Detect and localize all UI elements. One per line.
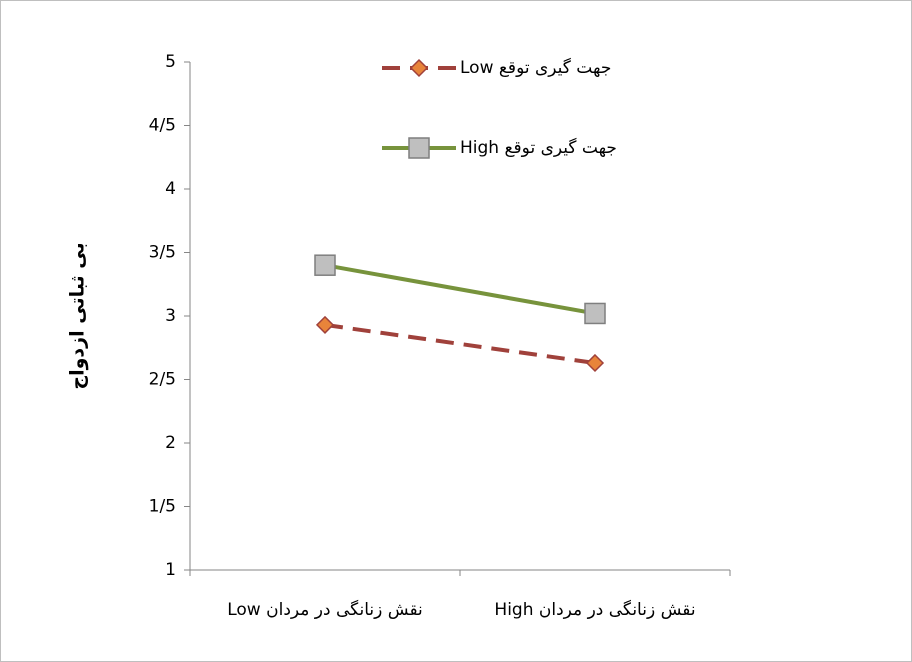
series-line: [324, 322, 596, 365]
y-tick-label: 3: [165, 306, 176, 326]
series-line: [324, 263, 596, 316]
x-tick-label: نقش زنانگی در مردان Low: [227, 599, 423, 620]
data-point: [584, 302, 606, 325]
y-tick-label: 2: [165, 433, 176, 453]
y-tick-label: 4/5: [149, 116, 176, 136]
legend-marker: [409, 58, 429, 78]
legend-label: جهت گیری توقع Low: [460, 57, 611, 78]
y-tick-label: 1/5: [149, 497, 176, 517]
data-point: [315, 315, 335, 334]
legend-marker: [408, 137, 430, 159]
legend-label: جهت گیری توقع High: [460, 137, 617, 158]
y-tick-label: 4: [165, 179, 176, 199]
y-tick-label: 1: [165, 560, 176, 580]
data-point: [314, 254, 336, 276]
y-tick-label: 3/5: [149, 243, 176, 263]
y-tick-label: 2/5: [149, 370, 176, 390]
data-point: [585, 353, 605, 373]
x-tick-label: نقش زنانگی در مردان High: [494, 599, 695, 620]
y-axis-label: بی ثباتی ازدواج: [67, 242, 89, 389]
y-tick-label: 5: [165, 52, 176, 72]
